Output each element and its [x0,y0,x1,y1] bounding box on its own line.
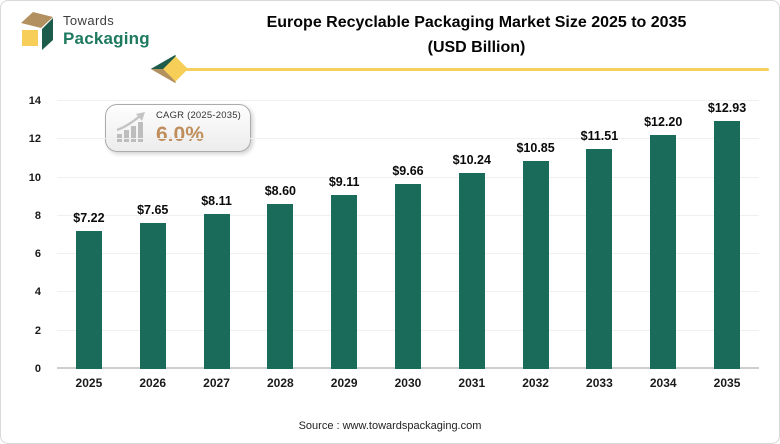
chart-title-line2: (USD Billion) [427,39,526,56]
x-tick-label: 2027 [203,376,230,390]
x-tick-label: 2034 [649,376,677,390]
x-tick-label: 2032 [522,376,549,390]
y-tick-label: 0 [34,363,41,375]
y-tick-label: 4 [34,286,41,299]
plot-area: $7.22 $7.65 $8.11 $8.60 $9.11 $9.66 $10.24 $10.… [57,100,759,369]
bar-2034 [650,135,677,369]
bar-slot: $9.66 [376,101,440,369]
cube-icon [21,12,53,50]
bar-value-label: $11.51 [580,128,619,143]
bar-value-label: $12.93 [707,101,747,116]
bar-slot: $8.11 [185,101,249,369]
y-tick-label: 10 [28,171,41,184]
towards-packaging-logo-icon [17,9,59,53]
x-tick-label: 2028 [266,376,294,390]
bar-2027 [203,213,230,369]
y-tick-label: 14 [28,95,41,107]
x-tick-label: 2025 [75,376,103,390]
cagr-badge: CAGR (2025-2035) 6.0% [105,104,251,152]
y-tick-label: 6 [34,248,41,261]
brand-name-top: Towards [63,13,115,28]
grid-line [57,100,759,101]
bar-slot: $11.51 [568,101,632,369]
bar-slot: $10.24 [440,101,504,369]
bar-slot: $9.11 [312,101,376,369]
bar-value-label: $7.22 [73,210,105,225]
bar-slot: $12.20 [631,101,695,369]
y-tick-label: 8 [34,209,41,222]
x-axis: 2025 2026 2027 2028 2029 2030 2031 2032 2033 2034… [57,376,759,390]
divider-line [181,67,769,71]
x-tick-label: 2026 [139,376,167,390]
diamond-ornament-icon [150,54,188,84]
x-tick-label: 2029 [330,376,358,390]
bar-2025 [75,230,102,369]
bar-slot: $12.93 [695,101,759,369]
bar-slot: $10.85 [504,101,568,369]
header-divider [147,53,769,85]
bar-2028 [267,204,294,369]
x-tick-label: 2030 [394,376,422,390]
bar-2032 [522,161,549,369]
chart-title: Europe Recyclable Packaging Market Size … [186,10,767,60]
bar-slot: $7.65 [121,101,185,369]
bar-value-label: $9.66 [392,164,424,179]
chart-title-line1: Europe Recyclable Packaging Market Size … [266,14,687,31]
bar-value-label: $10.85 [516,141,555,156]
brand-text: Towards Packaging [63,14,150,47]
bar-value-label: $10.24 [452,152,491,167]
bar-2031 [458,172,485,369]
x-tick-label: 2033 [586,376,613,390]
bar-2026 [139,222,166,369]
bar-2029 [331,194,358,369]
cagr-text: CAGR (2025-2035) 6.0% [156,111,241,145]
bar-2030 [394,184,421,369]
bar-2033 [586,148,613,369]
x-tick-label: 2031 [458,376,486,390]
bar-slot: $8.60 [248,101,312,369]
grid-line [57,176,759,178]
y-tick-label: 12 [28,133,41,146]
bar-2035 [714,121,741,369]
source-text: Source : www.towardspackaging.com [298,420,482,432]
bar-value-label: $7.65 [137,202,169,217]
bar-value-label: $8.60 [264,184,296,199]
cagr-label: CAGR (2025-2035) [156,110,242,122]
grid-line [57,138,759,140]
brand-name-bottom: Packaging [63,29,150,48]
growth-chart-icon [116,112,145,142]
bar-value-label: $8.11 [201,193,232,208]
x-tick-label: 2035 [713,376,741,390]
y-tick-label: 2 [34,324,41,337]
y-axis: 0 2 4 6 8 10 12 14 [1,95,49,375]
cagr-value: 6.0% [156,122,204,146]
bar-value-label: $12.20 [644,115,683,130]
bar-value-label: $9.11 [328,174,360,189]
bar-slot: $7.22 [57,101,121,369]
bars-row: $7.22 $7.65 $8.11 $8.60 $9.11 $9.66 $10.24 $10.… [57,101,759,369]
